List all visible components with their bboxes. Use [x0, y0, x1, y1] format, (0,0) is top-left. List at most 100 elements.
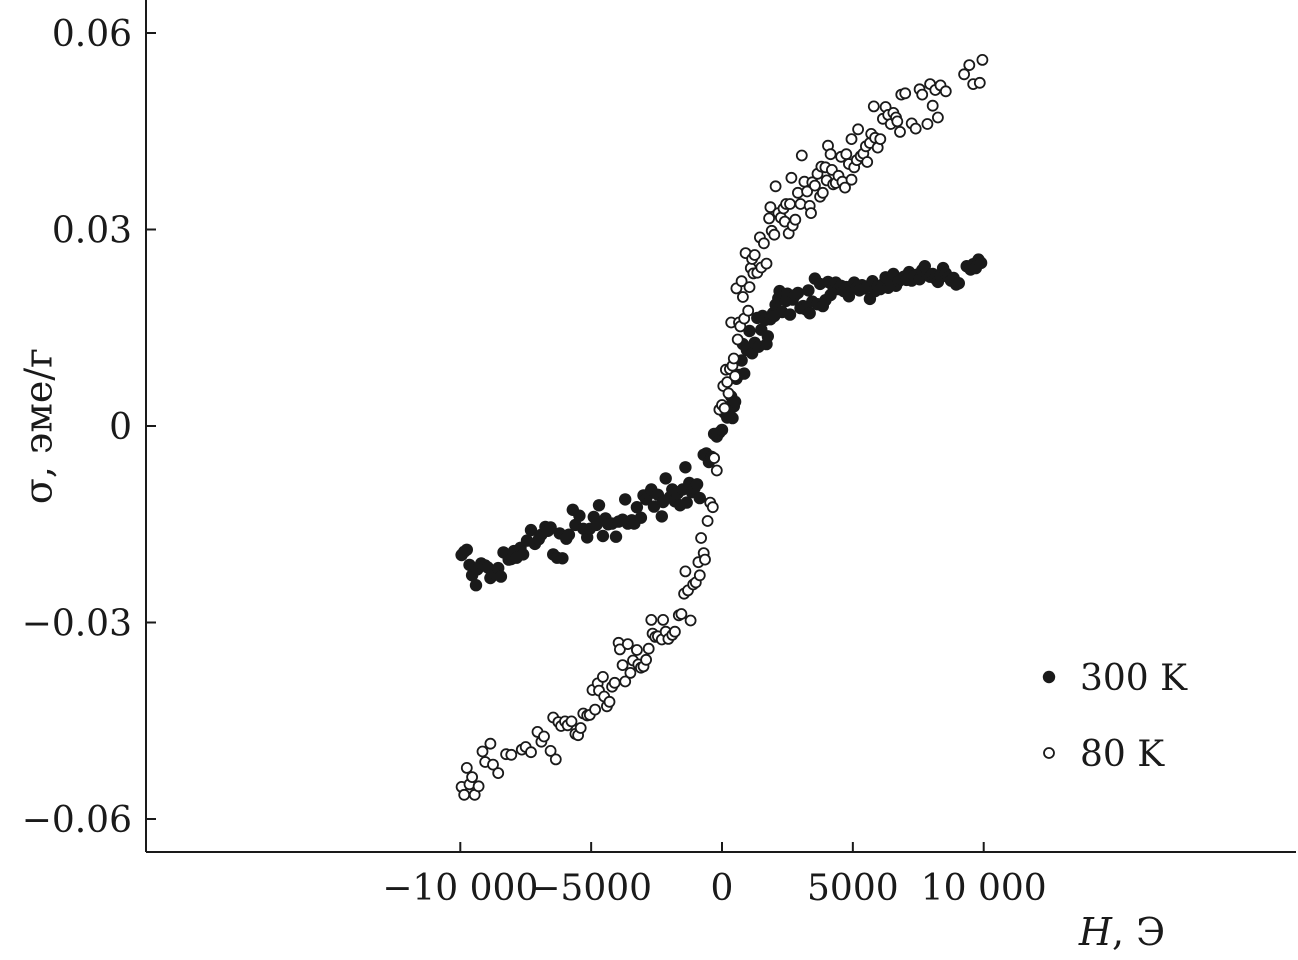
data-point: [801, 185, 813, 198]
data-point: [845, 133, 858, 146]
y-tick-label: 0.06: [52, 14, 132, 55]
data-point: [631, 644, 643, 656]
data-point: [472, 780, 485, 793]
data-point: [619, 493, 632, 506]
legend-marker-80k: [1043, 747, 1055, 759]
ticks: −10 000−5000 0 5000 10 000 −0.06 −0.03 0 0.03 0.…: [22, 14, 1047, 909]
data-point: [679, 565, 692, 578]
data-point: [973, 76, 986, 89]
x-tick-label: −10 000: [382, 868, 538, 909]
data-point: [675, 608, 688, 620]
data-point: [728, 395, 742, 408]
legend-marker-300k: [1042, 670, 1056, 684]
data-point: [802, 284, 815, 297]
data-point: [737, 291, 749, 303]
legend: 300 K 80 K: [1042, 658, 1188, 775]
data-point: [932, 111, 944, 124]
data-point: [842, 290, 856, 303]
data-point: [616, 659, 629, 671]
data-point: [669, 625, 681, 638]
data-point: [565, 715, 578, 728]
data-point: [630, 501, 644, 514]
y-tick-label: −0.03: [22, 604, 132, 645]
data-point: [738, 367, 751, 380]
x-axis-variable: H: [1078, 910, 1113, 954]
data-point: [761, 330, 774, 343]
data-point: [861, 156, 874, 168]
data-point: [729, 370, 741, 383]
data-point: [809, 179, 821, 192]
data-point: [840, 148, 853, 161]
data-point: [614, 643, 626, 656]
data-point: [657, 614, 669, 626]
x-tick-label: 0: [711, 868, 734, 909]
data-point: [805, 207, 817, 220]
data-point: [655, 510, 668, 523]
data-point: [795, 149, 808, 162]
data-point: [803, 307, 816, 320]
data-point: [494, 570, 508, 583]
data-point: [679, 461, 692, 474]
data-point: [785, 171, 798, 184]
data-point: [487, 758, 499, 771]
data-point: [460, 543, 473, 556]
data-point: [743, 324, 756, 338]
data-point: [852, 123, 864, 136]
data-point: [706, 501, 719, 514]
y-tick-label: −0.06: [22, 800, 132, 841]
data-point: [466, 771, 479, 783]
data-point: [684, 614, 697, 627]
data-point: [939, 85, 952, 98]
data-point: [735, 275, 748, 288]
data-point: [845, 173, 858, 186]
x-axis-title: H, Э: [1078, 910, 1165, 954]
data-point: [742, 304, 755, 317]
data-point: [634, 511, 648, 524]
data-point: [839, 181, 851, 194]
data-point: [590, 518, 603, 532]
x-axis-unit: , Э: [1112, 910, 1165, 954]
y-tick-label: 0: [109, 407, 132, 448]
data-point: [763, 212, 775, 225]
data-point: [562, 528, 576, 541]
data-point: [544, 745, 557, 757]
data-point: [726, 411, 739, 425]
data-point: [789, 213, 802, 226]
x-tick-label: 10 000: [921, 868, 1047, 909]
data-point: [715, 423, 729, 437]
data-point: [701, 515, 714, 527]
data-point: [708, 452, 720, 465]
data-point: [867, 100, 880, 113]
data-point: [695, 532, 707, 544]
data-point: [768, 228, 781, 241]
data-point: [538, 730, 550, 743]
data-point: [642, 642, 655, 655]
data-point: [458, 788, 471, 801]
data-point: [963, 59, 976, 71]
data-point: [680, 496, 693, 509]
data-point: [727, 352, 740, 365]
series-80k: [455, 54, 989, 801]
data-point: [718, 402, 731, 415]
data-point: [484, 737, 497, 750]
data-point: [592, 499, 606, 512]
data-point: [609, 530, 623, 543]
data-point: [760, 257, 773, 270]
data-point: [659, 472, 672, 485]
data-point: [544, 521, 557, 534]
data-point: [624, 667, 637, 679]
data-point: [603, 695, 616, 708]
data-point: [505, 748, 518, 761]
data-point: [791, 286, 805, 300]
data-point: [976, 54, 989, 66]
data-point: [619, 675, 632, 688]
data-point: [748, 249, 761, 261]
y-tick-label: 0.03: [52, 211, 132, 252]
data-point: [909, 122, 922, 135]
data-point: [596, 529, 610, 543]
data-point: [921, 118, 934, 130]
data-point: [573, 509, 586, 522]
data-point: [589, 703, 601, 716]
data-point: [764, 201, 777, 214]
